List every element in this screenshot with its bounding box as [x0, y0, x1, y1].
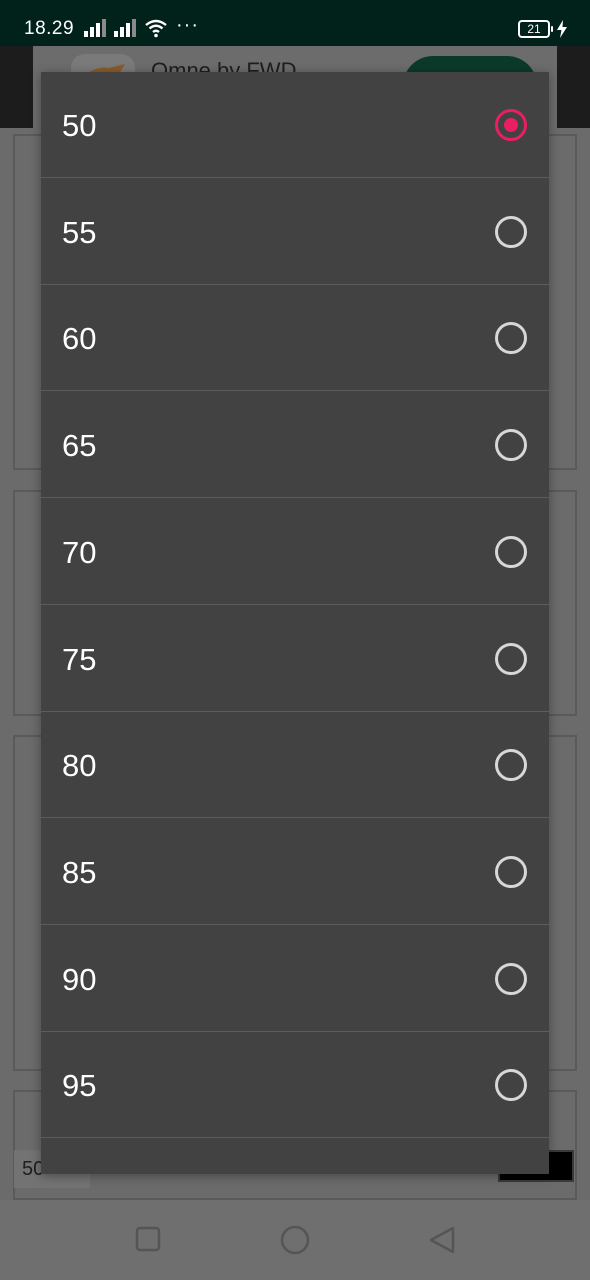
option-75[interactable]: 75 — [41, 606, 549, 712]
option-label: 95 — [62, 1068, 97, 1104]
radio-dot — [504, 118, 518, 132]
option-partial[interactable] — [41, 1139, 549, 1174]
more-notifications-icon: ··· — [176, 14, 199, 36]
battery-icon: 21 — [518, 20, 550, 38]
radio-button[interactable] — [495, 215, 527, 248]
triangle-back-icon[interactable] — [428, 1226, 456, 1254]
option-90[interactable]: 90 — [41, 926, 549, 1032]
status-bar: 18.29 ··· 21 — [0, 0, 590, 46]
radio-button-checked[interactable] — [495, 109, 527, 141]
option-80[interactable]: 80 — [41, 712, 549, 819]
battery-level: 21 — [527, 22, 541, 36]
option-60[interactable]: 60 — [41, 285, 549, 392]
radio-button[interactable] — [495, 962, 527, 995]
radio-button[interactable] — [495, 322, 527, 355]
charging-bolt-icon — [557, 20, 567, 38]
battery-cap — [551, 26, 553, 32]
zoom-selection-dialog: 50 55 60 65 70 75 80 85 90 95 — [41, 72, 549, 1174]
wifi-icon — [145, 19, 167, 38]
option-label: 90 — [62, 961, 97, 997]
navigation-bar — [0, 1200, 590, 1280]
square-recents-icon[interactable] — [135, 1226, 161, 1252]
option-label: 85 — [62, 854, 97, 890]
cell-signal-icon — [84, 19, 106, 37]
radio-button[interactable] — [495, 855, 527, 888]
radio-button[interactable] — [495, 642, 527, 675]
option-55[interactable]: 55 — [41, 179, 549, 285]
option-label: 60 — [62, 321, 97, 357]
option-label: 50 — [62, 108, 97, 143]
option-label: 55 — [62, 214, 97, 250]
radio-button[interactable] — [495, 535, 527, 568]
option-70[interactable]: 70 — [41, 499, 549, 605]
radio-button[interactable] — [495, 429, 527, 462]
option-label: 70 — [62, 534, 97, 570]
option-label: 75 — [62, 641, 97, 677]
radio-button[interactable] — [495, 749, 527, 782]
status-time: 18.29 — [24, 18, 75, 39]
circle-home-icon[interactable] — [280, 1225, 310, 1255]
cell-signal-icon — [114, 19, 136, 37]
option-label: 80 — [62, 748, 97, 784]
option-85[interactable]: 85 — [41, 819, 549, 925]
option-50[interactable]: 50 — [41, 72, 549, 178]
option-label: 65 — [62, 428, 97, 464]
option-95[interactable]: 95 — [41, 1032, 549, 1139]
option-65[interactable]: 65 — [41, 392, 549, 499]
radio-button[interactable] — [495, 1069, 527, 1102]
